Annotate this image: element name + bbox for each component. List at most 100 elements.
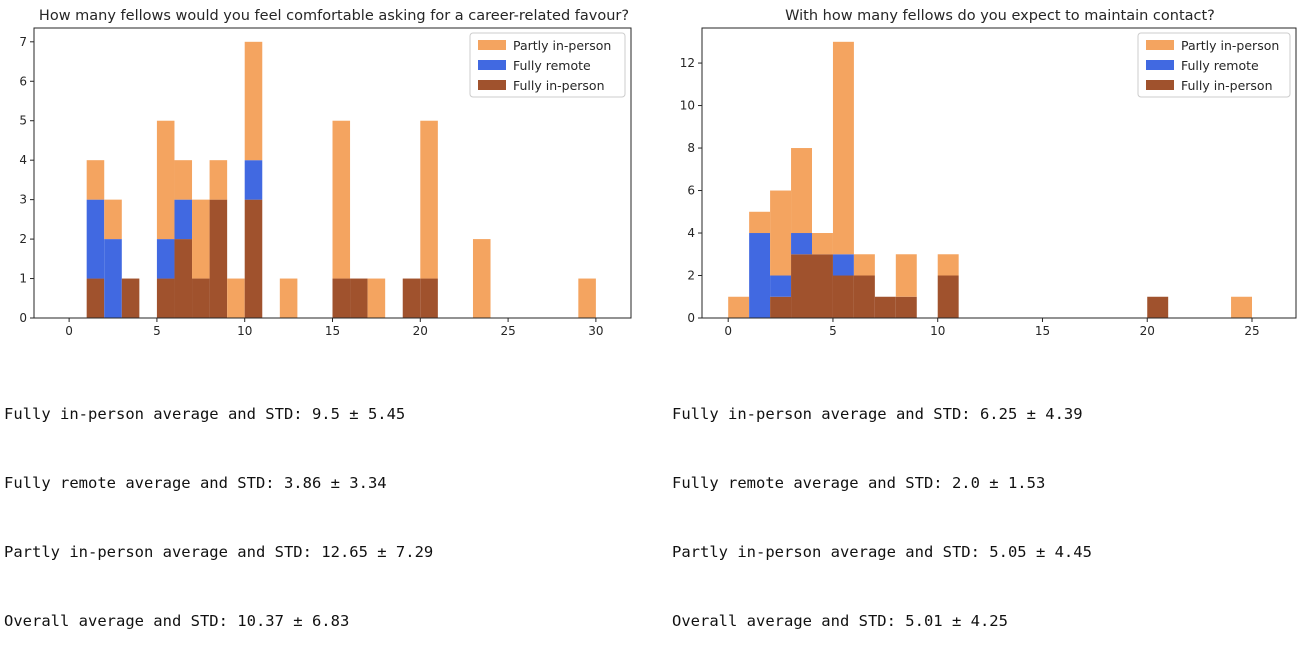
bar-partly [86, 160, 105, 200]
legend-label: Partly in-person [513, 38, 611, 53]
stats-line: Fully remote average and STD: 2.0 ± 1.53 [672, 474, 1046, 492]
bars [728, 41, 1252, 318]
y-tick-label: 8 [687, 141, 695, 155]
legend-swatch [478, 40, 506, 50]
bar-inperson [209, 199, 228, 318]
bar-inperson [832, 275, 854, 318]
legend-label: Fully in-person [513, 78, 605, 93]
bar-partly [853, 254, 875, 276]
legend-label: Partly in-person [1181, 38, 1279, 53]
bar-partly [749, 211, 771, 234]
x-tick-label: 10 [930, 324, 945, 338]
bar-inperson [420, 278, 438, 318]
y-tick-label: 0 [19, 311, 27, 325]
bar-inperson [791, 254, 812, 318]
bar-partly [244, 41, 263, 161]
bar-inperson [244, 199, 263, 318]
bar-partly [279, 278, 298, 318]
bar-partly [174, 160, 193, 200]
bar-inperson [86, 278, 105, 318]
bar-inperson [350, 278, 368, 318]
legend: Partly in-person Fully remote Fully in-per… [469, 32, 626, 98]
bars [86, 41, 596, 318]
bar-inperson [121, 278, 140, 318]
bar-remote [156, 239, 175, 279]
bar-inperson [402, 278, 421, 318]
bar-inperson [174, 239, 193, 318]
x-tick-label: 10 [237, 324, 252, 338]
x-tick-label: 25 [500, 324, 515, 338]
bar-partly [156, 120, 175, 240]
bar-partly [937, 254, 959, 276]
bar-partly [791, 148, 812, 234]
bar-inperson [192, 278, 210, 318]
bar-partly [578, 278, 596, 318]
legend: Partly in-person Fully remote Fully in-per… [1137, 32, 1291, 98]
bar-partly [209, 160, 228, 200]
bar-partly [104, 199, 122, 240]
y-tick-label: 1 [19, 272, 27, 286]
x-tick-label: 30 [588, 324, 603, 338]
bar-partly [332, 120, 351, 279]
stats-block-right: Fully in-person average and STD: 6.25 ± … [672, 357, 1092, 656]
x-tick-label: 15 [325, 324, 340, 338]
y-tick-label: 3 [19, 193, 27, 207]
x-tick-label: 20 [413, 324, 428, 338]
stats-line: Fully in-person average and STD: 9.5 ± 5… [4, 405, 406, 423]
bar-remote [832, 254, 854, 276]
chart-panel-left: How many fellows would you feel comforta… [0, 0, 650, 340]
y-tick-label: 6 [19, 74, 27, 88]
legend-swatch [1146, 80, 1174, 90]
histogram-maintain-contact: With how many fellows do you expect to m… [680, 8, 1297, 338]
bar-inperson [770, 296, 792, 318]
x-tick-label: 15 [1035, 324, 1050, 338]
chart-title: How many fellows would you feel comforta… [39, 8, 629, 24]
histogram-career-favour: How many fellows would you feel comforta… [19, 8, 632, 338]
bar-remote [749, 233, 771, 318]
y-tick-label: 4 [687, 226, 695, 240]
bar-inperson [853, 275, 875, 318]
bar-inperson [937, 275, 959, 318]
stats-line: Fully in-person average and STD: 6.25 ± … [672, 405, 1083, 423]
stats-block-left: Fully in-person average and STD: 9.5 ± 5… [4, 357, 433, 656]
y-tick-label: 2 [19, 232, 27, 246]
bar-remote [791, 233, 812, 255]
chart-panel-right: With how many fellows do you expect to m… [660, 0, 1311, 340]
y-tick-label: 10 [680, 99, 695, 113]
legend-box [1137, 32, 1291, 98]
legend-swatch [1146, 60, 1174, 70]
legend-swatch [478, 60, 506, 70]
legend-swatch [1146, 40, 1174, 50]
bar-inperson [332, 278, 351, 318]
y-tick-label: 2 [687, 269, 695, 283]
bar-partly [895, 254, 917, 297]
bar-partly [367, 278, 386, 318]
bar-partly [812, 233, 833, 255]
bar-partly [728, 296, 750, 318]
stats-line: Fully remote average and STD: 3.86 ± 3.3… [4, 474, 387, 492]
legend-label: Fully remote [513, 58, 591, 73]
x-tick-label: 0 [65, 324, 73, 338]
legend-box [469, 32, 626, 98]
bar-partly [1231, 296, 1252, 318]
y-tick-label: 7 [19, 35, 27, 49]
bar-remote [244, 160, 263, 200]
x-tick-label: 5 [153, 324, 161, 338]
bar-inperson [156, 278, 175, 318]
bar-remote [770, 275, 792, 297]
bar-inperson [874, 296, 896, 318]
bar-remote [174, 199, 193, 240]
legend-label: Fully in-person [1181, 78, 1273, 93]
stats-line: Partly in-person average and STD: 5.05 ±… [672, 543, 1092, 561]
legend-label: Fully remote [1181, 58, 1259, 73]
legend-swatch [478, 80, 506, 90]
bar-partly [420, 120, 438, 279]
x-tick-label: 25 [1244, 324, 1259, 338]
y-tick-label: 12 [680, 56, 695, 70]
stats-line: Partly in-person average and STD: 12.65 … [4, 543, 434, 561]
x-tick-label: 0 [724, 324, 732, 338]
y-tick-label: 4 [19, 153, 27, 167]
x-tick-label: 5 [829, 324, 837, 338]
bar-partly [472, 239, 491, 318]
bar-remote [104, 239, 122, 318]
